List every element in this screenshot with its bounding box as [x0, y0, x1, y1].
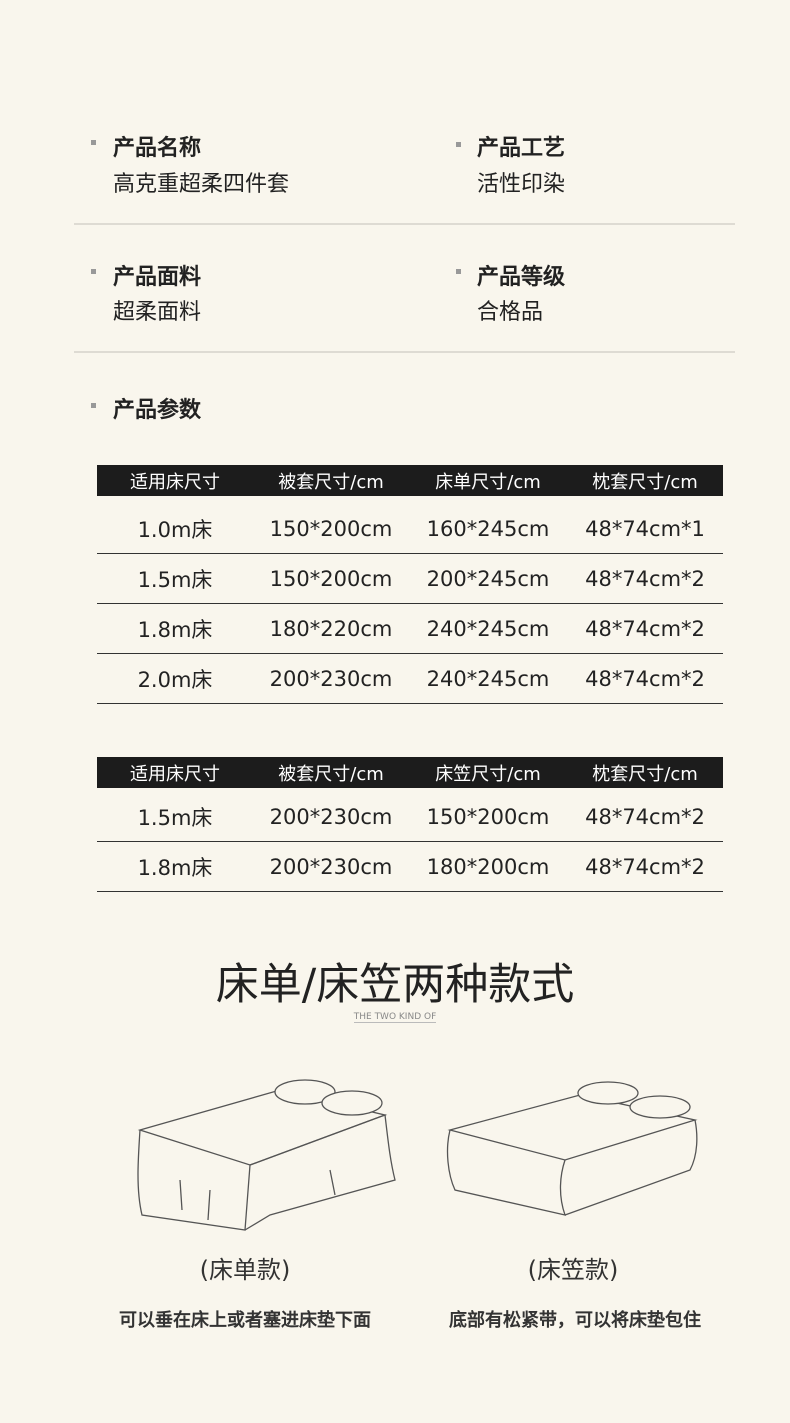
cell: 200*230cm [269, 804, 393, 829]
flat-sheet-bed-illustration [137, 1079, 396, 1231]
header-cell: 适用床尺寸 [130, 763, 220, 785]
info-label: 产品等级 [477, 265, 566, 290]
cell: 200*230cm [269, 666, 393, 691]
cell: 48*74cm*2 [585, 616, 705, 641]
cell: 48*74cm*2 [585, 666, 705, 691]
header-cell: 枕套尺寸/cm [592, 763, 698, 785]
header-cell: 床笠尺寸/cm [435, 763, 541, 785]
info-label: 产品工艺 [477, 136, 566, 161]
cell: 2.0m床 [137, 667, 213, 692]
cell: 1.0m床 [137, 517, 213, 542]
cell: 1.5m床 [137, 567, 213, 592]
bullet-icon [91, 403, 96, 408]
info-value: 超柔面料 [113, 300, 202, 325]
flat-sheet-caption: (床单款) [199, 1256, 291, 1284]
cell: 150*200cm [426, 804, 550, 829]
cell: 160*245cm [426, 516, 550, 541]
header-cell: 床单尺寸/cm [435, 471, 541, 493]
fitted-sheet-caption: (床笠款) [527, 1256, 619, 1284]
info-value: 活性印染 [477, 172, 566, 197]
fitted-sheet-description: 底部有松紧带，可以将床垫包住 [449, 1310, 701, 1331]
params-label: 产品参数 [113, 398, 202, 423]
size-table-sheet: 适用床尺寸 被套尺寸/cm 床单尺寸/cm 枕套尺寸/cm 1.0m床 150*2… [97, 465, 723, 704]
table-row: 2.0m床 200*230cm 240*245cm 48*74cm*2 [97, 654, 723, 704]
size-table-fitted: 适用床尺寸 被套尺寸/cm 床笠尺寸/cm 枕套尺寸/cm 1.5m床 200*2… [97, 757, 723, 892]
cell: 150*200cm [269, 566, 393, 591]
table-row: 1.5m床 200*230cm 150*200cm 48*74cm*2 [97, 792, 723, 842]
cell: 200*245cm [426, 566, 550, 591]
header-cell: 适用床尺寸 [130, 471, 220, 493]
bullet-icon [456, 142, 461, 147]
divider [74, 351, 735, 353]
table-row: 1.8m床 200*230cm 180*200cm 48*74cm*2 [97, 842, 723, 892]
info-label: 产品面料 [113, 265, 202, 290]
cell: 240*245cm [426, 616, 550, 641]
bullet-icon [456, 269, 461, 274]
flat-sheet-description: 可以垂在床上或者塞进床垫下面 [119, 1310, 371, 1331]
table-row: 1.8m床 180*220cm 240*245cm 48*74cm*2 [97, 604, 723, 654]
bullet-icon [91, 140, 96, 145]
styles-title: 床单/床笠两种款式 [215, 960, 575, 1010]
cell: 200*230cm [269, 854, 393, 879]
cell: 180*220cm [269, 616, 393, 641]
divider [74, 223, 735, 225]
header-cell: 被套尺寸/cm [278, 471, 384, 493]
info-label: 产品名称 [113, 136, 202, 161]
cell: 48*74cm*1 [585, 516, 705, 541]
header-cell: 被套尺寸/cm [278, 763, 384, 785]
table-row: 1.0m床 150*200cm 160*245cm 48*74cm*1 [97, 504, 723, 554]
bullet-icon [91, 269, 96, 274]
cell: 240*245cm [426, 666, 550, 691]
cell: 48*74cm*2 [585, 854, 705, 879]
cell: 1.8m床 [137, 855, 213, 880]
styles-subtitle: THE TWO KIND OF [0, 1012, 790, 1023]
cell: 180*200cm [426, 854, 550, 879]
info-value: 高克重超柔四件套 [113, 172, 290, 197]
cell: 1.5m床 [137, 805, 213, 830]
table-header: 适用床尺寸 被套尺寸/cm 床单尺寸/cm 枕套尺寸/cm [97, 465, 723, 496]
cell: 1.8m床 [137, 617, 213, 642]
table-header: 适用床尺寸 被套尺寸/cm 床笠尺寸/cm 枕套尺寸/cm [97, 757, 723, 788]
cell: 150*200cm [269, 516, 393, 541]
table-row: 1.5m床 150*200cm 200*245cm 48*74cm*2 [97, 554, 723, 604]
header-cell: 枕套尺寸/cm [592, 471, 698, 493]
cell: 48*74cm*2 [585, 566, 705, 591]
info-value: 合格品 [477, 300, 544, 325]
fitted-sheet-bed-illustration [446, 1081, 698, 1216]
cell: 48*74cm*2 [585, 804, 705, 829]
subtitle-text: THE TWO KIND OF [353, 1012, 437, 1023]
